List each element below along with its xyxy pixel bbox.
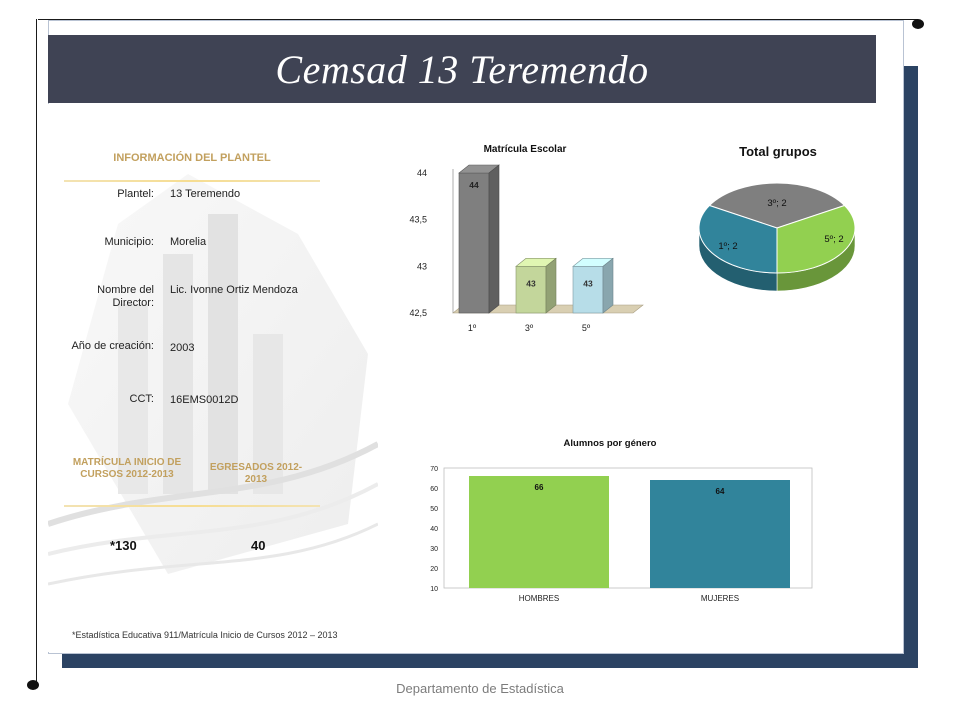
info-heading: INFORMACIÓN DEL PLANTEL	[113, 152, 271, 164]
chart-matricula-bar: 43	[572, 257, 614, 314]
chart-genero-ytick: 30	[430, 546, 438, 553]
chart-genero-bar	[650, 480, 790, 588]
chart-grupos-data-label: 1º; 2	[718, 241, 737, 252]
frame-line-left	[36, 19, 37, 683]
chart-matricula-bar-side	[602, 257, 614, 314]
label-director: Nombre del Director:	[97, 284, 154, 309]
info-heading-rule	[64, 180, 320, 182]
chart-genero-ytick: 70	[430, 466, 438, 473]
chart-matricula-bar-side	[545, 257, 557, 314]
chart-matricula-ytick: 44	[417, 168, 427, 178]
chart-matricula-bar: 44	[458, 164, 500, 314]
chart-matricula-bar-side	[488, 164, 500, 314]
label-municipio: Municipio:	[104, 236, 154, 248]
chart-grupos-data-label: 3º; 2	[767, 198, 786, 209]
footnote: *Estadística Educativa 911/Matrícula Ini…	[72, 630, 338, 640]
chart-grupos-data-label: 5º; 2	[824, 234, 843, 245]
chart-genero-xtick: HOMBRES	[519, 594, 559, 603]
chart-matricula-bar-front	[515, 266, 547, 314]
page-title: Cemsad 13 Teremendo	[275, 46, 649, 92]
chart-grupos-slice	[776, 204, 856, 274]
chart-genero-data-label: 64	[716, 487, 725, 496]
chart-genero-bar	[469, 476, 609, 588]
value-municipio: Morelia	[170, 236, 207, 248]
chart-matricula-bar-front	[572, 266, 604, 314]
chart-matricula-ytick: 43	[417, 261, 427, 271]
footer-department: Departamento de Estadística	[396, 681, 564, 696]
chart-genero-xtick: MUJERES	[701, 594, 739, 603]
chart-genero-data-label: 66	[535, 483, 544, 492]
chart-matricula-ytick: 43,5	[409, 215, 427, 225]
chart-matricula-xtick: 5º	[582, 323, 591, 333]
chart-matricula-bar-front	[458, 172, 490, 314]
label-anio-creacion: Año de creación:	[71, 340, 154, 352]
corner-dot-bottom-left	[27, 680, 39, 690]
value-cct: 16EMS0012D	[170, 394, 239, 406]
chart-matricula-data-label: 43	[583, 278, 593, 288]
chart-alumnos-genero: Alumnos por género 70 60 50 40 30 20 10 HOMBRES…	[430, 438, 813, 603]
chart-matricula-escolar: Matrícula Escolar 44 43,5 43 42,5 44 43 43 1º…	[409, 144, 644, 333]
chart-genero-ytick: 10	[430, 586, 438, 593]
corner-dot-top-right	[912, 19, 924, 29]
value-anio-creacion: 2003	[170, 342, 195, 354]
egresados-heading: EGRESADOS 2012-2013	[209, 462, 303, 485]
chart-genero-ytick: 20	[430, 566, 438, 573]
matricula-value: *130	[110, 538, 137, 553]
chart-genero-ytick: 40	[430, 526, 438, 533]
label-cct: CCT:	[129, 393, 154, 405]
chart-genero-title: Alumnos por género	[564, 438, 657, 449]
chart-matricula-xtick: 3º	[525, 323, 534, 333]
chart-matricula-data-label: 43	[526, 278, 536, 288]
label-plantel: Plantel:	[117, 188, 154, 200]
chart-matricula-xtick: 1º	[468, 323, 477, 333]
chart-total-grupos: Total grupos 3º; 2 5º; 2 1º; 2	[698, 144, 856, 292]
chart-matricula-data-label: 44	[469, 180, 479, 190]
chart-matricula-bar: 43	[515, 257, 557, 314]
frame-line-top	[38, 19, 918, 20]
chart-grupos-title: Total grupos	[739, 144, 817, 159]
chart-matricula-ytick: 42,5	[409, 308, 427, 318]
egresados-value: 40	[251, 538, 266, 553]
chart-grupos-slice	[698, 204, 778, 274]
value-plantel: 13 Teremendo	[170, 188, 241, 200]
title-bar: Cemsad 13 Teremendo	[48, 35, 876, 103]
value-director: Lic. Ivonne Ortiz Mendoza	[170, 284, 298, 296]
matricula-heading: MATRÍCULA INICIO DE CURSOS 2012-2013	[72, 457, 182, 480]
chart-genero-ytick: 60	[430, 486, 438, 493]
stats-heading-rule	[64, 505, 320, 507]
chart-matricula-title: Matrícula Escolar	[484, 144, 567, 155]
chart-grupos-slice	[708, 182, 846, 229]
background-art	[48, 104, 378, 652]
chart-genero-ytick: 50	[430, 506, 438, 513]
